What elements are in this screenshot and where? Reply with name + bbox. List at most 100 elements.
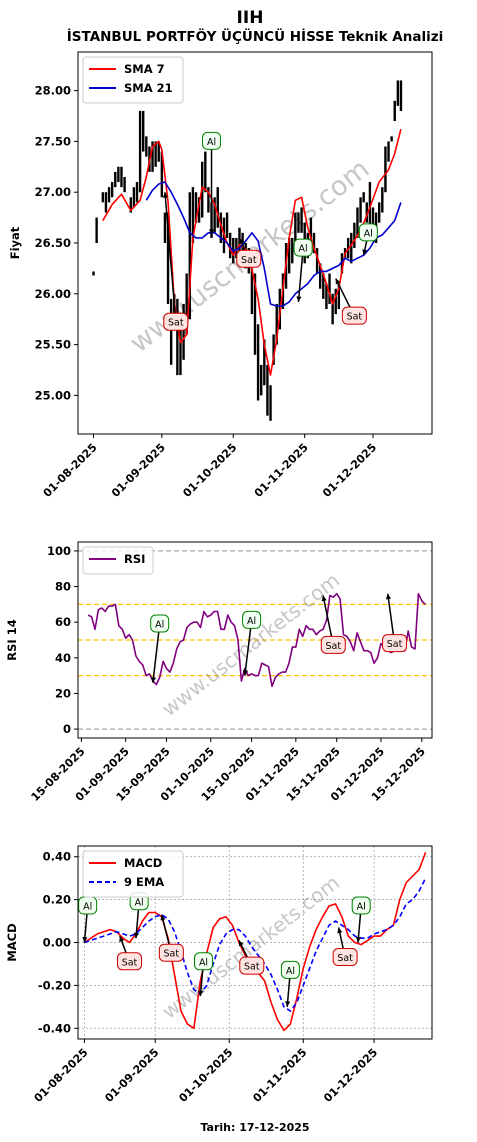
- signal-arrow: [152, 623, 161, 683]
- y-tick-label: 40: [55, 651, 71, 665]
- signal-label: Al: [357, 902, 366, 913]
- legend-label: RSI: [124, 552, 145, 566]
- legend-label: SMA 21: [124, 81, 173, 95]
- legend-box: [82, 546, 154, 575]
- watermark: www.uscmarkets.com: [157, 568, 344, 721]
- signal-box: [116, 952, 142, 971]
- signal-label: Al: [286, 966, 295, 977]
- signal-box: [332, 948, 358, 967]
- signal-box: [293, 238, 313, 257]
- signal-box: [150, 614, 170, 633]
- signal-box: [320, 635, 346, 654]
- y-tick-label: 26.50: [35, 236, 71, 250]
- signal-arrowhead: [285, 1001, 291, 1007]
- signal-box: [158, 943, 184, 962]
- y-tick-label: -0.20: [38, 978, 71, 992]
- x-tick-label: 01-10-2025: [180, 441, 239, 500]
- signal-arrowhead: [150, 677, 157, 683]
- signal-box: [239, 956, 265, 975]
- y-tick-label: 0.00: [43, 936, 71, 950]
- signal-label: Al: [364, 228, 373, 239]
- signal-box: [280, 960, 300, 979]
- signal-label: Sat: [244, 962, 260, 973]
- series-line-rsi: [87, 592, 426, 688]
- series-line-sma-7: [102, 129, 402, 376]
- x-tick-label: 01-11-2025: [252, 441, 311, 500]
- signal-label: Al: [83, 902, 92, 913]
- y-tick-label: 28.00: [35, 84, 71, 98]
- signal-arrowhead: [133, 932, 140, 939]
- panel-price: www.uscmarkets.comAlSatSatAlSatAl25.0025…: [8, 51, 433, 500]
- signal-label: Sat: [325, 641, 341, 652]
- signal-arrowhead: [208, 229, 215, 235]
- y-tick-label: 100: [47, 544, 71, 558]
- y-axis-label: MACD: [5, 923, 19, 961]
- signal-arrowhead: [385, 593, 392, 600]
- signal-label: Sat: [387, 639, 403, 650]
- signal-arrow: [244, 620, 253, 676]
- y-tick-label: 0.20: [43, 893, 71, 907]
- signal-arrowhead: [355, 936, 362, 943]
- signal-arrowhead: [335, 278, 341, 285]
- plot-frame: [77, 541, 433, 739]
- signal-box: [242, 610, 262, 629]
- signal-label: Sat: [337, 953, 353, 964]
- signal-label: Al: [207, 137, 216, 148]
- signal-label: Sat: [164, 949, 180, 960]
- x-tick-label: 01-11-2025: [250, 1046, 309, 1105]
- legend-label: MACD: [124, 856, 162, 870]
- signal-label: Al: [155, 619, 164, 630]
- series-line-9-ema: [84, 877, 427, 1012]
- signal-label: Sat: [347, 312, 363, 323]
- signal-label: Al: [299, 244, 308, 255]
- legend: RSI: [82, 546, 154, 575]
- signal-arrowhead: [238, 940, 244, 947]
- signal-box: [341, 306, 367, 325]
- signal-arrowhead: [362, 249, 368, 256]
- x-tick-label: 01-10-2025: [176, 1046, 235, 1105]
- chart-panels: www.uscmarkets.comAlSatSatAlSatAl25.0025…: [5, 51, 433, 1105]
- signal-label: Al: [199, 957, 208, 968]
- x-tick-label: 01-12-2025: [320, 441, 379, 500]
- y-tick-label: -0.40: [38, 1021, 71, 1035]
- signal-box: [194, 952, 214, 971]
- series-line-sma-21: [145, 181, 402, 307]
- y-tick-label: 25.50: [35, 338, 71, 352]
- signal-arrowhead: [160, 914, 166, 921]
- signal-arrowhead: [162, 192, 168, 198]
- x-tick-label: 01-08-2025: [41, 441, 100, 500]
- signal-arrowhead: [119, 936, 125, 943]
- signal-arrowhead: [337, 927, 343, 934]
- y-tick-label: 60: [55, 615, 71, 629]
- y-axis-label: RSI 14: [5, 619, 19, 660]
- signal-arrowhead: [321, 595, 327, 602]
- signal-box: [236, 249, 262, 268]
- x-tick-label: 01-12-2025: [321, 1046, 380, 1105]
- signal-arrowhead: [82, 936, 88, 943]
- signal-arrowhead: [296, 296, 302, 302]
- signal-box: [351, 896, 371, 915]
- signal-box: [202, 131, 222, 150]
- date-footer: Tarih: 17-12-2025: [200, 1121, 309, 1134]
- y-tick-label: 0: [63, 722, 71, 736]
- y-tick-label: 0.40: [43, 850, 71, 864]
- y-tick-label: 25.00: [35, 388, 71, 402]
- signal-arrow: [164, 192, 177, 323]
- legend: SMA 7 SMA 21: [82, 56, 184, 104]
- y-axis-label: Fiyat: [8, 226, 22, 259]
- signal-label: Sat: [168, 318, 184, 329]
- signal-label: Al: [135, 897, 144, 908]
- signal-label: Sat: [122, 957, 138, 968]
- signal-box: [358, 223, 378, 242]
- figure-title: IIH: [237, 8, 264, 28]
- y-tick-label: 20: [55, 686, 71, 700]
- signal-arrowhead: [198, 990, 204, 997]
- y-tick-label: 27.00: [35, 185, 71, 199]
- figure-subtitle: İSTANBUL PORTFÖY ÜÇÜNCÜ HİSSE Teknik Ana…: [67, 27, 443, 45]
- signal-arrowhead: [242, 669, 249, 676]
- signal-label: Al: [247, 616, 256, 627]
- x-tick-label: 01-08-2025: [32, 1046, 91, 1105]
